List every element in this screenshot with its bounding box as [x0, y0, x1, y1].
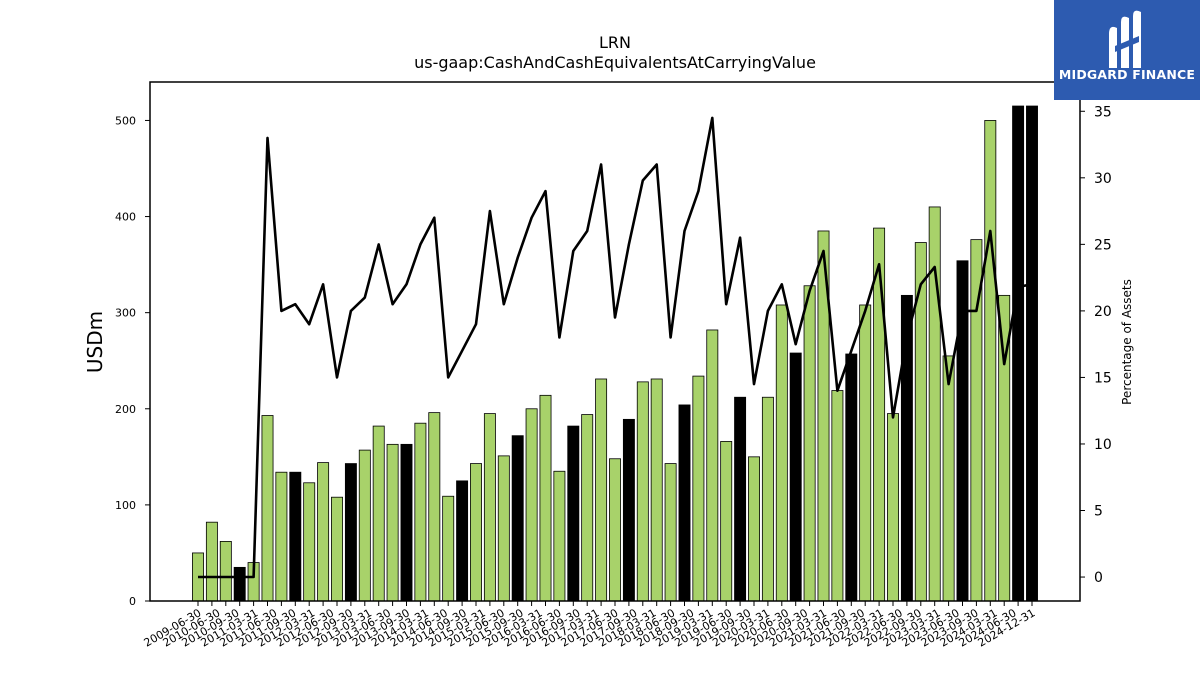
- bar: [748, 456, 760, 602]
- bar: [664, 463, 677, 602]
- bar: [317, 462, 330, 602]
- bar: [525, 408, 538, 602]
- bar: [720, 441, 733, 602]
- bar: [803, 285, 816, 602]
- y-right-tick-label: 10: [1094, 437, 1112, 453]
- y-right-tick-label: 20: [1094, 304, 1112, 320]
- bar: [497, 455, 510, 602]
- bar: [1012, 105, 1025, 602]
- midgard-finance-logo: MIDGARD FINANCE: [1054, 0, 1200, 100]
- bar: [539, 394, 552, 602]
- bar: [344, 463, 357, 602]
- bar: [789, 352, 802, 602]
- bar: [470, 463, 482, 602]
- y-axis-left: 0 100 200 300 400 500: [115, 114, 150, 608]
- bar: [289, 471, 302, 602]
- bar: [553, 470, 566, 602]
- bar: [845, 353, 858, 602]
- x-axis: 2009-06-302010-06-302010-09-302011-03-31…: [142, 601, 1038, 650]
- y-right-tick-label: 30: [1094, 171, 1112, 187]
- bar: [581, 414, 594, 602]
- bar: [942, 355, 955, 602]
- bar: [636, 381, 649, 602]
- bar: [219, 541, 232, 602]
- y-tick-label: 0: [129, 595, 136, 608]
- bar: [859, 304, 872, 602]
- bar: [442, 495, 455, 602]
- bar: [428, 412, 441, 602]
- bar: [622, 418, 635, 602]
- bar: [650, 378, 663, 602]
- line-percentage-of-assets: [198, 116, 1033, 579]
- bar: [205, 521, 218, 602]
- bar: [887, 413, 899, 602]
- bar: [372, 425, 385, 602]
- bar: [609, 458, 621, 602]
- bar: [303, 482, 316, 602]
- y-tick-label: 300: [115, 307, 136, 320]
- y-axis-right: 0 5 10 15 20 25 30 35: [1080, 104, 1112, 586]
- bar: [984, 120, 997, 602]
- bar: [483, 413, 496, 602]
- bar: [358, 449, 371, 602]
- bar: [831, 390, 844, 602]
- line-series: [198, 116, 1033, 579]
- y-tick-label: 200: [115, 403, 136, 416]
- bar: [511, 435, 524, 602]
- bar: [678, 404, 691, 602]
- y-right-tick-label: 0: [1094, 570, 1103, 586]
- bar: [1026, 105, 1038, 602]
- y-tick-label: 500: [115, 114, 136, 127]
- bar: [331, 496, 343, 602]
- bar: [692, 375, 705, 602]
- y-right-tick-label: 25: [1094, 237, 1112, 253]
- logo-mark-icon: [1109, 10, 1141, 69]
- y-right-tick-label: 5: [1094, 504, 1103, 520]
- y-tick-label: 400: [115, 211, 136, 224]
- bar: [456, 480, 469, 602]
- bar: [873, 227, 886, 602]
- bar: [275, 471, 288, 602]
- bar-series: [192, 105, 1038, 602]
- bar: [595, 378, 608, 602]
- logo-text: MIDGARD FINANCE: [1058, 67, 1196, 82]
- bar: [400, 443, 413, 602]
- bar: [261, 415, 274, 602]
- y-axis-label-left: USDm: [83, 311, 107, 373]
- bar: [233, 566, 246, 602]
- chart-subtitle: us-gaap:CashAndCashEquivalentsAtCarrying…: [414, 53, 816, 72]
- chart-title: LRN: [599, 33, 631, 52]
- y-tick-label: 100: [115, 499, 136, 512]
- y-right-tick-label: 35: [1094, 104, 1112, 120]
- bar: [761, 396, 774, 602]
- bar: [414, 422, 427, 602]
- y-right-tick-label: 15: [1094, 370, 1112, 386]
- bar: [775, 304, 788, 602]
- bar: [567, 425, 580, 602]
- bar: [386, 443, 399, 602]
- bar: [734, 396, 747, 602]
- bar: [706, 329, 719, 602]
- y-axis-label-right: Percentage of Assets: [1120, 279, 1134, 405]
